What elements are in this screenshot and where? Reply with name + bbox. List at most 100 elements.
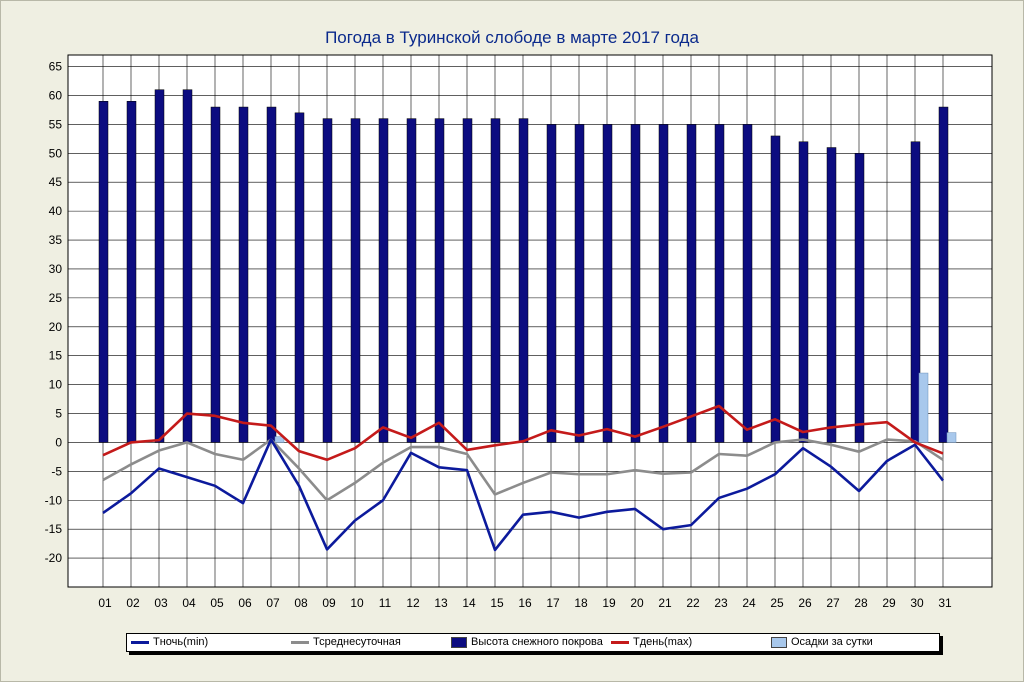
plot-area xyxy=(67,54,993,588)
snow-bar xyxy=(126,101,137,443)
chart-legend: Тночь(min) Тсреднесуточная Высота снежно… xyxy=(126,633,940,652)
snow-bar xyxy=(658,124,669,443)
snow-bar xyxy=(294,112,305,443)
x-tick-label: 31 xyxy=(938,596,952,610)
y-tick-label: -5 xyxy=(51,464,62,478)
snow-bar xyxy=(938,106,949,443)
snow-bar xyxy=(322,118,333,443)
x-tick-label: 11 xyxy=(379,596,392,610)
x-tick-label: 16 xyxy=(518,596,532,610)
snow-bar xyxy=(238,106,249,443)
snow-bar xyxy=(98,101,109,443)
precip-bar xyxy=(946,432,957,443)
x-tick-label: 19 xyxy=(602,596,616,610)
precip-bars xyxy=(274,372,957,443)
legend-swatch-tmax xyxy=(611,640,629,644)
legend-item-tmax: Тдень(max) xyxy=(611,634,692,651)
x-tick-label: 23 xyxy=(714,596,728,610)
x-tick-label: 12 xyxy=(406,596,420,610)
legend-label-precip: Осадки за сутки xyxy=(791,636,873,648)
x-tick-label: 14 xyxy=(462,596,476,610)
snow-bars xyxy=(98,89,949,443)
legend-item-precip: Осадки за сутки xyxy=(771,634,873,651)
legend-label-tavg: Тсреднесуточная xyxy=(313,636,401,648)
x-tick-label: 27 xyxy=(826,596,840,610)
x-tick-label: 21 xyxy=(658,596,672,610)
snow-bar xyxy=(182,89,193,443)
snow-bar xyxy=(574,124,585,443)
x-tick-label: 30 xyxy=(910,596,924,610)
snow-bar xyxy=(630,124,641,443)
y-tick-label: 40 xyxy=(49,204,63,218)
y-tick-label: 65 xyxy=(49,60,63,74)
x-tick-label: 09 xyxy=(322,596,336,610)
legend-swatch-tmin xyxy=(131,640,149,644)
y-tick-label: 30 xyxy=(49,262,63,276)
x-tick-label: 02 xyxy=(126,596,140,610)
x-tick-label: 24 xyxy=(742,596,756,610)
snow-bar xyxy=(266,106,277,443)
y-tick-label: 50 xyxy=(49,146,63,160)
snow-bar xyxy=(826,147,837,443)
x-tick-label: 15 xyxy=(490,596,504,610)
snow-bar xyxy=(350,118,361,443)
x-tick-label: 26 xyxy=(798,596,812,610)
y-tick-label: -15 xyxy=(45,522,63,536)
x-tick-label: 10 xyxy=(350,596,364,610)
x-tick-label: 01 xyxy=(98,596,112,610)
x-tick-label: 20 xyxy=(630,596,644,610)
x-tick-label: 22 xyxy=(686,596,700,610)
grid-layer xyxy=(68,55,992,587)
legend-item-tavg: Тсреднесуточная xyxy=(291,634,401,651)
x-tick-label: 06 xyxy=(238,596,252,610)
y-tick-label: 20 xyxy=(49,320,63,334)
y-tick-label: 15 xyxy=(49,349,63,363)
y-tick-label: -20 xyxy=(45,551,63,565)
lines-layer xyxy=(102,404,945,552)
y-tick-label: 60 xyxy=(49,88,63,102)
y-tick-label: -10 xyxy=(45,493,63,507)
x-tick-label: 25 xyxy=(770,596,784,610)
snow-bar xyxy=(406,118,417,443)
snow-bar xyxy=(490,118,501,443)
snow-bar xyxy=(602,124,613,443)
x-tick-label: 13 xyxy=(434,596,448,610)
legend-label-tmax: Тдень(max) xyxy=(633,636,693,648)
legend-swatch-snow xyxy=(451,636,467,648)
snow-bar xyxy=(714,124,725,443)
snow-bar xyxy=(798,141,809,443)
snow-bar xyxy=(154,89,165,443)
legend-label-snow: Высота снежного покрова xyxy=(471,636,603,648)
snow-bar xyxy=(434,118,445,443)
snow-bar xyxy=(770,135,781,443)
snow-bar xyxy=(462,118,473,443)
snow-bar xyxy=(910,141,921,443)
x-tick-label: 07 xyxy=(266,596,280,610)
x-tick-label: 05 xyxy=(210,596,224,610)
precip-bar xyxy=(918,372,929,443)
x-tick-label: 04 xyxy=(182,596,196,610)
series-line-tavg xyxy=(102,438,944,502)
x-tick-label: 08 xyxy=(294,596,308,610)
x-axis-ticks: 01 02 03 04 05 06 07 08 09 10 11 12 13 14 15 16 17 18 19 20… xyxy=(98,596,952,610)
legend-item-snow: Высота снежного покрова xyxy=(451,634,603,651)
x-tick-label: 29 xyxy=(882,596,896,610)
snow-bar xyxy=(210,106,221,443)
chart-title: Погода в Туринской слободе в марте 2017 … xyxy=(325,28,699,47)
y-tick-label: 25 xyxy=(49,291,63,305)
y-tick-label: 35 xyxy=(49,233,63,247)
y-tick-label: 45 xyxy=(49,175,63,189)
snow-bar xyxy=(854,153,865,443)
y-tick-label: 10 xyxy=(49,378,63,392)
y-tick-label: 5 xyxy=(55,407,62,421)
snow-bar xyxy=(686,124,697,443)
snow-bar xyxy=(742,124,753,443)
snow-bar xyxy=(378,118,389,443)
x-tick-label: 17 xyxy=(546,596,560,610)
legend-swatch-precip xyxy=(771,636,787,648)
series-line-tmax xyxy=(102,404,944,462)
legend-label-tmin: Тночь(min) xyxy=(153,636,209,648)
legend-swatch-tavg xyxy=(291,640,309,644)
series-line-tmin xyxy=(102,438,945,552)
